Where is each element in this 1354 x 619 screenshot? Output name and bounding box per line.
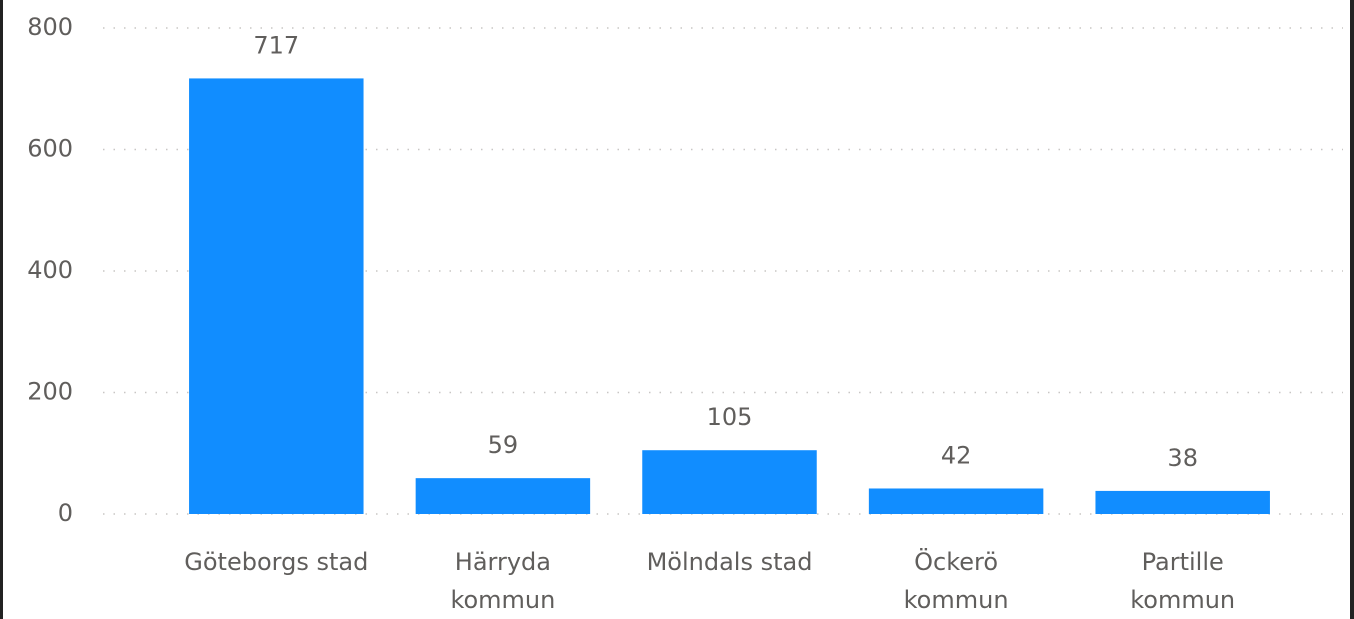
bar (415, 478, 591, 514)
x-tick-label: Partille kommun (1130, 548, 1236, 614)
data-label: 38 (1167, 444, 1198, 472)
data-label: 717 (253, 31, 299, 59)
y-tick-label: 200 (27, 378, 73, 406)
bar (642, 450, 817, 514)
x-tick-label: Härryda kommun (450, 548, 556, 614)
y-tick-label: 400 (27, 256, 73, 284)
data-label: 59 (488, 431, 519, 459)
x-tick-label: Göteborgs stad (184, 548, 369, 576)
data-label: 105 (707, 403, 753, 431)
x-tick-label: Öckerö kommun (903, 548, 1009, 614)
y-tick-label: 0 (58, 499, 73, 527)
bar (868, 488, 1044, 514)
x-tick-label: Mölndals stad (646, 548, 813, 576)
bar (189, 78, 364, 515)
y-tick-label: 600 (27, 135, 73, 163)
chart: 0 200 400 600 800 717 59 105 42 38 (27, 13, 1343, 527)
data-label: 42 (941, 441, 972, 469)
y-tick-label: 800 (27, 13, 73, 41)
bar (1095, 490, 1270, 514)
